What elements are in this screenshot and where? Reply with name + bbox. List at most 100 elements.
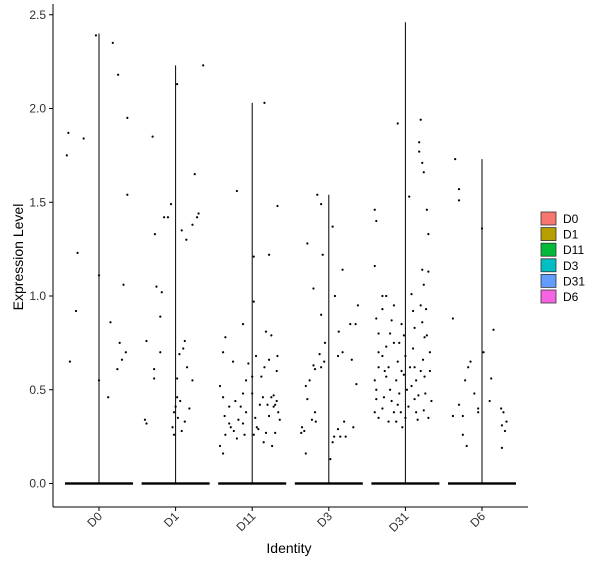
data-point xyxy=(492,328,495,331)
data-point xyxy=(271,444,274,448)
data-point xyxy=(477,411,480,414)
data-point xyxy=(413,398,416,401)
data-point xyxy=(490,377,493,380)
data-point xyxy=(174,405,177,408)
data-point xyxy=(228,405,231,408)
data-point xyxy=(180,229,183,232)
data-point xyxy=(416,418,419,421)
data-point xyxy=(120,358,124,361)
legend-label: D31 xyxy=(563,274,585,288)
data-point xyxy=(339,435,342,438)
data-point xyxy=(404,354,407,358)
data-point xyxy=(377,416,380,419)
data-point xyxy=(377,351,380,354)
data-point xyxy=(419,118,422,121)
data-point xyxy=(197,212,200,215)
data-point xyxy=(185,238,188,241)
data-point xyxy=(314,420,317,423)
data-point xyxy=(352,426,355,429)
legend-label: D6 xyxy=(563,290,579,304)
zero-points-band xyxy=(141,482,210,485)
data-point xyxy=(263,101,266,104)
data-point xyxy=(180,429,183,433)
data-point xyxy=(228,422,231,425)
zero-points-band xyxy=(448,482,516,485)
data-point xyxy=(428,351,432,354)
data-point xyxy=(405,388,409,391)
data-point xyxy=(310,418,314,421)
data-point xyxy=(254,354,258,358)
y-tick-label: 2.5 xyxy=(29,8,46,22)
data-point xyxy=(303,429,306,433)
data-point xyxy=(267,414,271,418)
data-point xyxy=(241,392,245,395)
data-point xyxy=(97,274,101,277)
data-point xyxy=(388,388,392,391)
data-point xyxy=(191,379,194,382)
data-point xyxy=(337,330,340,333)
data-point xyxy=(331,441,334,444)
data-point xyxy=(381,407,384,410)
data-point xyxy=(424,392,427,395)
legend-label: D3 xyxy=(563,259,579,273)
data-point xyxy=(421,321,424,324)
data-point xyxy=(169,203,173,206)
data-point xyxy=(457,188,461,191)
data-point xyxy=(415,379,418,382)
data-point xyxy=(160,291,163,294)
data-point xyxy=(107,396,110,399)
legend-key-D0 xyxy=(540,211,557,226)
data-point xyxy=(306,398,309,401)
data-point xyxy=(413,366,416,369)
data-point xyxy=(320,203,323,206)
data-point xyxy=(143,418,147,421)
data-point xyxy=(383,369,386,373)
data-point xyxy=(341,351,344,354)
data-point xyxy=(178,353,181,356)
violin-D0 xyxy=(65,33,133,485)
data-point xyxy=(465,444,468,448)
data-point xyxy=(155,285,158,288)
data-point xyxy=(109,321,112,324)
data-point xyxy=(428,369,432,373)
legend-key-D1 xyxy=(540,227,557,242)
data-point xyxy=(221,351,225,354)
data-point xyxy=(355,383,358,386)
data-point xyxy=(413,326,416,329)
data-point xyxy=(410,293,413,296)
data-point xyxy=(343,420,346,423)
data-point xyxy=(254,416,257,419)
data-point xyxy=(300,426,304,429)
data-point xyxy=(392,304,396,307)
data-point xyxy=(308,379,311,382)
zero-points-band xyxy=(65,482,133,485)
data-point xyxy=(300,431,303,434)
data-point xyxy=(398,392,401,395)
data-point xyxy=(454,158,457,161)
data-point xyxy=(503,429,507,433)
data-point xyxy=(323,360,326,363)
data-point xyxy=(320,366,323,369)
violin-D3 xyxy=(294,193,363,485)
x-tick-label: D0 xyxy=(84,509,105,530)
data-point xyxy=(159,315,162,318)
data-point xyxy=(229,426,232,429)
data-point xyxy=(76,251,79,254)
data-point xyxy=(262,441,265,444)
data-point xyxy=(176,396,179,399)
data-point xyxy=(237,418,240,421)
data-point xyxy=(166,216,170,219)
y-tick-label: 1.5 xyxy=(29,195,46,209)
data-point xyxy=(231,360,235,363)
data-point xyxy=(118,341,121,344)
data-point xyxy=(255,426,258,429)
data-point xyxy=(375,398,378,401)
data-point xyxy=(423,375,426,378)
data-point xyxy=(234,399,237,403)
violin-D6 xyxy=(448,158,516,485)
x-tick-label: D1 xyxy=(161,509,182,530)
data-point xyxy=(395,379,398,382)
data-point xyxy=(111,41,114,44)
data-point xyxy=(408,195,411,198)
